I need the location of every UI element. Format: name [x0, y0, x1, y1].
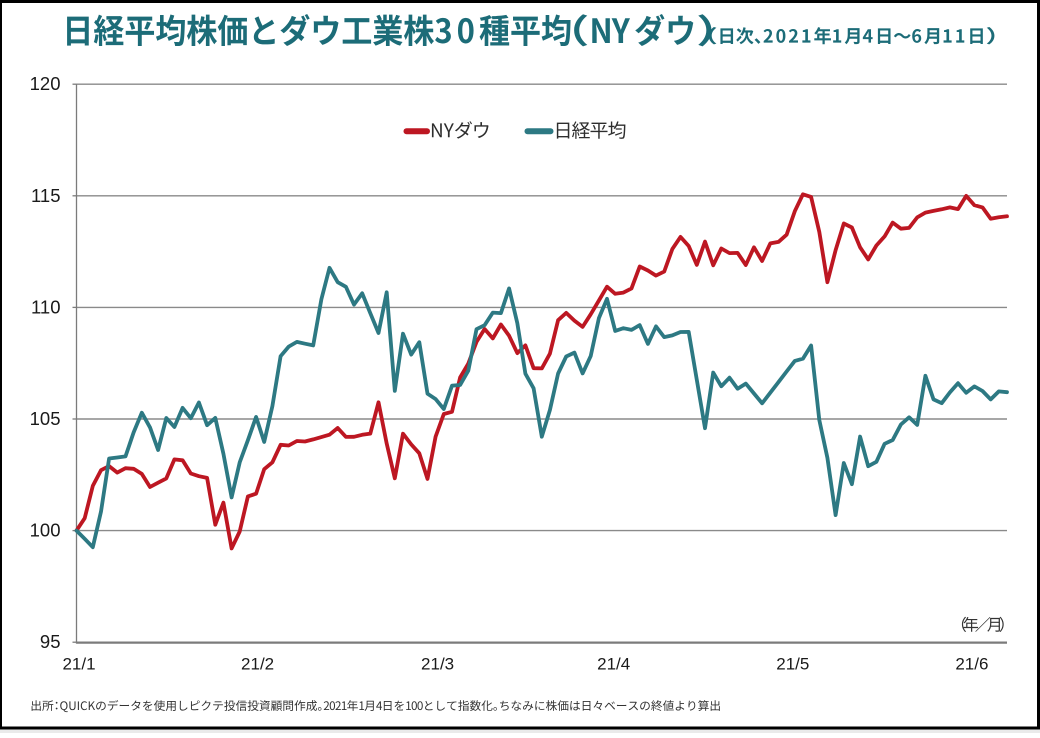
svg-text:21/6: 21/6	[955, 655, 988, 674]
svg-text:21/1: 21/1	[62, 655, 95, 674]
svg-text:95: 95	[40, 631, 61, 652]
svg-text:21/4: 21/4	[597, 655, 630, 674]
svg-text:100: 100	[30, 520, 61, 541]
svg-text:105: 105	[30, 408, 61, 429]
svg-text:110: 110	[31, 296, 61, 317]
svg-text:21/3: 21/3	[421, 655, 454, 674]
svg-text:115: 115	[31, 185, 61, 206]
svg-text:120: 120	[30, 73, 61, 94]
svg-text:21/5: 21/5	[776, 655, 809, 674]
svg-text:21/2: 21/2	[241, 655, 274, 674]
